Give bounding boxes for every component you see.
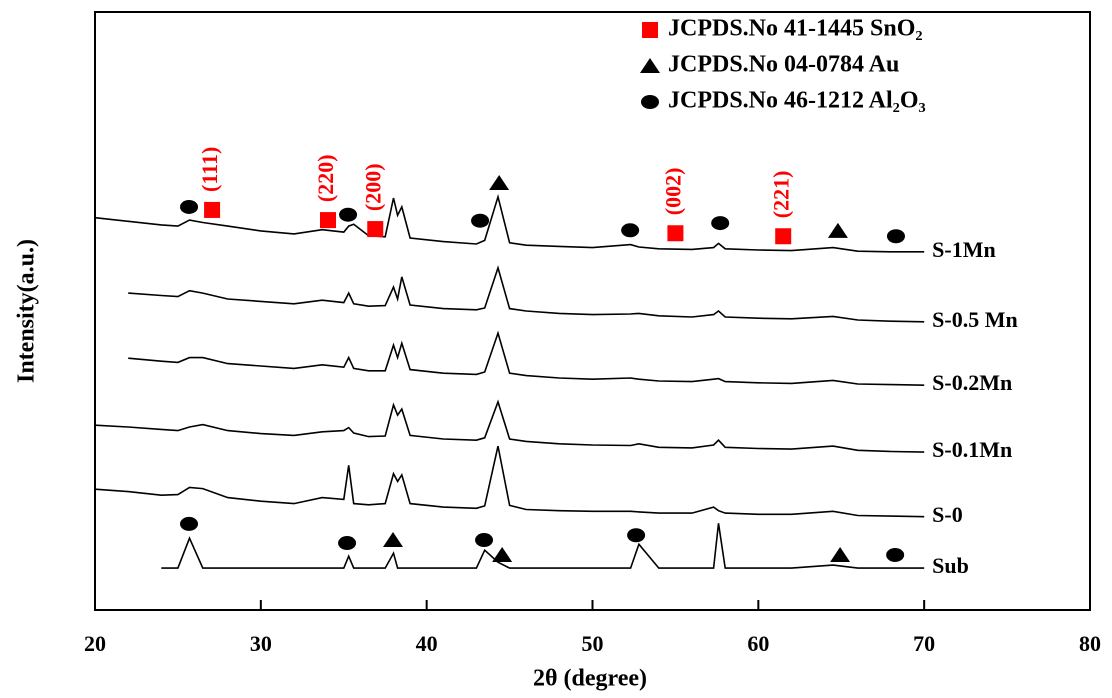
- series-label: S-1Mn: [932, 237, 996, 262]
- plane-label: (002): [660, 168, 685, 216]
- legend-marker: [641, 95, 659, 109]
- phase-marker: [830, 546, 851, 562]
- series-label: S-0.5 Mn: [932, 307, 1018, 332]
- phase-marker: [489, 175, 510, 191]
- phase-marker: [492, 546, 513, 562]
- phase-marker: [180, 199, 199, 214]
- phase-marker: [204, 201, 221, 218]
- series-label: Sub: [932, 553, 969, 578]
- series-label: S-0.2Mn: [932, 370, 1012, 395]
- plane-label: (111): [197, 147, 222, 192]
- x-tick-label: 30: [250, 631, 272, 656]
- x-tick-label: 80: [1079, 631, 1101, 656]
- phase-marker: [886, 229, 905, 244]
- phase-marker: [711, 216, 730, 231]
- xrd-line: [161, 523, 925, 569]
- plane-label: (220): [313, 154, 338, 202]
- series-label: S-0.1Mn: [932, 437, 1012, 462]
- phase-marker: [886, 547, 905, 562]
- x-tick-label: 70: [913, 631, 935, 656]
- phase-marker: [775, 228, 792, 245]
- xrd-line: [94, 193, 925, 253]
- plane-label: (200): [360, 163, 385, 211]
- x-tick-label: 50: [582, 631, 604, 656]
- x-tick-label: 40: [416, 631, 438, 656]
- phase-marker: [667, 225, 684, 242]
- legend-marker: [640, 58, 660, 73]
- plane-label: (221): [768, 171, 793, 219]
- xrd-line: [94, 445, 925, 518]
- xrd-line: [94, 399, 925, 453]
- phase-marker: [471, 213, 490, 228]
- xrd-line: [128, 330, 925, 386]
- phase-marker: [339, 207, 358, 222]
- phase-marker: [383, 532, 404, 548]
- xrd-line: [128, 265, 925, 323]
- legend-marker: [642, 22, 658, 38]
- legend-label: JCPDS.No 46-1212 Al₂O₃: [668, 88, 926, 114]
- y-axis-label: Intensity(a.u.): [14, 239, 40, 383]
- legend-label: JCPDS.No 04-0784 Au: [668, 52, 899, 78]
- phase-marker: [827, 222, 848, 238]
- series-label: S-0: [932, 502, 963, 527]
- phase-marker: [621, 223, 640, 238]
- phase-marker: [319, 212, 336, 229]
- phase-marker: [180, 516, 199, 531]
- phase-marker: [627, 528, 646, 543]
- phase-marker: [338, 536, 357, 551]
- x-tick-label: 60: [747, 631, 769, 656]
- x-tick-label: 20: [84, 631, 106, 656]
- x-axis-label: 2θ (degree): [533, 666, 647, 692]
- phase-marker: [475, 533, 494, 548]
- phase-marker: [367, 221, 384, 238]
- legend-label: JCPDS.No 41-1445 SnO₂: [668, 16, 923, 42]
